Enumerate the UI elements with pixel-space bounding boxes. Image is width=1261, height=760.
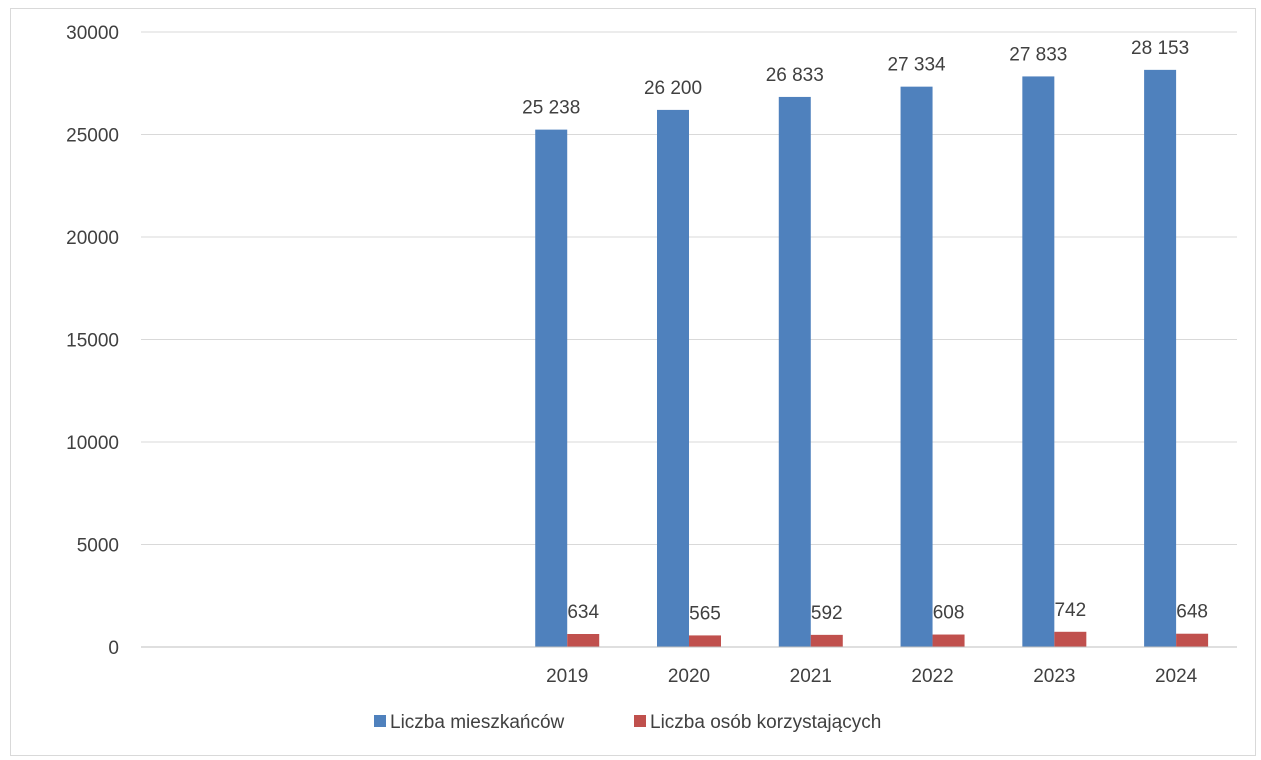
data-labels: 25 238 634 26 200 565 26 833 592 27 334 608 27 8… bbox=[522, 38, 1208, 625]
bar-residents bbox=[535, 129, 568, 648]
data-label: 565 bbox=[689, 603, 721, 624]
x-tick-label: 2020 bbox=[668, 666, 710, 687]
bar-users bbox=[567, 634, 600, 647]
y-tick-label: 30000 bbox=[66, 23, 119, 44]
bar-users bbox=[810, 634, 843, 647]
x-tick-label: 2024 bbox=[1155, 666, 1198, 687]
bar-users bbox=[1054, 631, 1087, 647]
data-label: 592 bbox=[811, 603, 843, 624]
y-tick-label: 20000 bbox=[66, 228, 119, 249]
bar-users bbox=[1176, 633, 1209, 647]
bar-users bbox=[689, 635, 721, 647]
legend: Liczba mieszkańców Liczba osób korzystają… bbox=[374, 712, 881, 733]
data-label: 634 bbox=[567, 602, 599, 623]
legend-label: Liczba mieszkańców bbox=[390, 712, 565, 733]
y-axis: 0 5000 10000 15000 20000 25000 30000 bbox=[66, 23, 119, 659]
data-label: 28 153 bbox=[1131, 38, 1189, 59]
legend-label: Liczba osób korzystających bbox=[650, 712, 881, 733]
data-label: 742 bbox=[1054, 600, 1086, 621]
data-label: 648 bbox=[1176, 602, 1208, 623]
y-tick-label: 15000 bbox=[66, 331, 119, 352]
x-tick-label: 2023 bbox=[1033, 666, 1075, 687]
y-tick-label: 5000 bbox=[77, 536, 119, 557]
x-tick-label: 2021 bbox=[790, 666, 832, 687]
bar-residents bbox=[900, 86, 933, 647]
y-tick-label: 10000 bbox=[66, 433, 119, 454]
data-label: 27 833 bbox=[1009, 44, 1067, 65]
data-label: 608 bbox=[933, 603, 965, 624]
x-axis: 2019 2020 2021 2022 2023 2024 bbox=[141, 646, 1237, 687]
bar-residents bbox=[778, 96, 811, 647]
bar-residents bbox=[1022, 76, 1055, 647]
data-label: 26 200 bbox=[644, 78, 702, 99]
data-label: 26 833 bbox=[766, 65, 824, 86]
y-tick-label: 25000 bbox=[66, 126, 119, 147]
data-label: 25 238 bbox=[522, 98, 580, 119]
x-tick-label: 2022 bbox=[911, 666, 953, 687]
bar-residents bbox=[1144, 69, 1177, 647]
legend-swatch bbox=[634, 715, 646, 727]
x-tick-label: 2019 bbox=[546, 666, 588, 687]
y-tick-label: 0 bbox=[108, 638, 119, 659]
bars bbox=[535, 69, 1209, 648]
legend-swatch bbox=[374, 715, 386, 727]
bar-residents bbox=[657, 109, 689, 647]
bar-users bbox=[932, 634, 965, 647]
data-label: 27 334 bbox=[887, 55, 946, 76]
